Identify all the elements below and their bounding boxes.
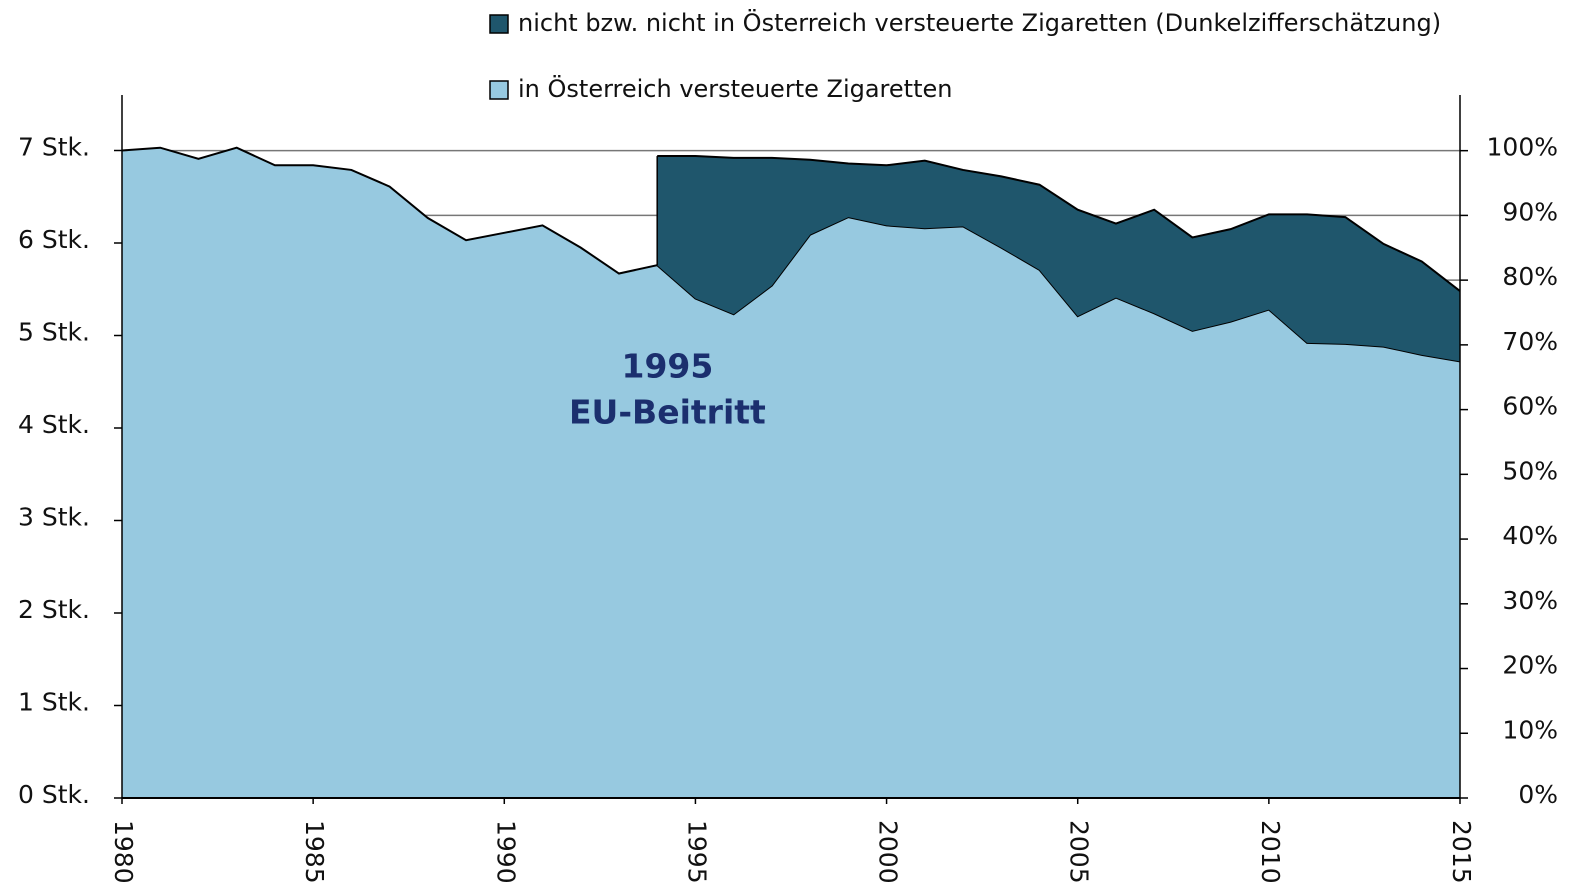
- y-tick-label: 1 Stk.: [18, 688, 90, 717]
- y-tick-label: 2 Stk.: [18, 595, 90, 624]
- y2-tick-label: 50%: [1502, 456, 1558, 485]
- x-tick-label: 1990: [491, 820, 520, 884]
- y2-tick-label: 20%: [1502, 651, 1558, 680]
- annotation: EU-Beitritt: [569, 393, 766, 432]
- y-tick-label: 3 Stk.: [18, 503, 90, 532]
- y2-tick-label: 10%: [1502, 715, 1558, 744]
- annotation: 1995: [621, 347, 713, 386]
- x-tick-label: 1985: [300, 820, 329, 884]
- legend-label: nicht bzw. nicht in Österreich versteuer…: [518, 8, 1441, 37]
- x-tick-label: 1980: [109, 820, 138, 884]
- y-tick-label: 5 Stk.: [18, 318, 90, 347]
- y2-tick-label: 70%: [1502, 327, 1558, 356]
- legend-label: in Österreich versteuerte Zigaretten: [518, 74, 952, 103]
- y2-tick-label: 0%: [1518, 780, 1558, 809]
- x-tick-label: 2000: [874, 820, 903, 884]
- y2-tick-label: 80%: [1502, 262, 1558, 291]
- x-tick-label: 2010: [1256, 820, 1285, 884]
- y2-tick-label: 90%: [1502, 197, 1558, 226]
- y2-tick-label: 60%: [1502, 392, 1558, 421]
- y-tick-label: 6 Stk.: [18, 225, 90, 254]
- x-tick-label: 2015: [1447, 820, 1476, 884]
- area: [122, 147, 1460, 799]
- x-tick-label: 2005: [1065, 820, 1094, 884]
- y2-tick-label: 40%: [1502, 521, 1558, 550]
- y2-tick-label: 100%: [1487, 133, 1558, 162]
- area-outline: [657, 155, 1461, 292]
- y2-tick-label: 30%: [1502, 586, 1558, 615]
- y-tick-label: 0 Stk.: [18, 780, 90, 809]
- y-tick-label: 4 Stk.: [18, 410, 90, 439]
- x-tick-label: 1995: [682, 820, 711, 884]
- legend-swatch: [489, 14, 509, 34]
- area: [657, 156, 1460, 362]
- y-tick-label: 7 Stk.: [18, 133, 90, 162]
- legend-swatch: [489, 80, 509, 100]
